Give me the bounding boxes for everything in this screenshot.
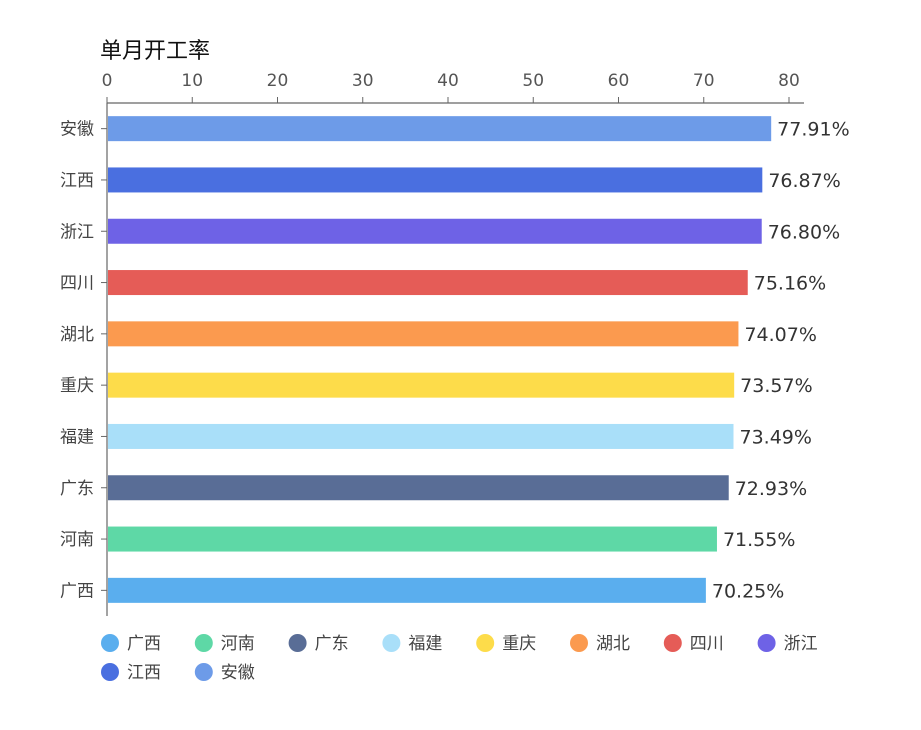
category-label: 四川 <box>60 274 94 294</box>
x-tick-label: 30 <box>352 71 374 91</box>
value-label: 73.49% <box>740 426 812 448</box>
chart-title: 单月开工率 <box>100 39 210 64</box>
legend-item[interactable]: 浙江 <box>757 634 818 654</box>
bar[interactable] <box>108 116 772 142</box>
value-label: 72.93% <box>735 478 807 500</box>
legend-item[interactable]: 河南 <box>194 634 255 654</box>
legend-label: 河南 <box>221 634 255 654</box>
category-label: 重庆 <box>60 376 94 396</box>
legend-item[interactable]: 江西 <box>101 663 161 683</box>
legend-label: 广西 <box>127 634 161 654</box>
value-label: 76.80% <box>768 221 840 243</box>
legend-marker <box>757 634 776 652</box>
legend-label: 湖北 <box>596 634 630 654</box>
value-labels: 77.91% 76.87% 76.80% 75.16% 74.07% 73.57% 73.4… <box>712 119 850 603</box>
value-label: 73.57% <box>740 375 812 397</box>
bar[interactable] <box>108 526 717 552</box>
value-label: 75.16% <box>754 273 826 295</box>
x-tick-label: 60 <box>608 71 630 91</box>
legend-marker <box>570 634 588 652</box>
legend-marker <box>476 634 495 652</box>
legend-label: 福建 <box>408 634 442 654</box>
value-label: 77.91% <box>777 119 849 141</box>
legend-marker <box>194 663 213 681</box>
legend-label: 广东 <box>315 634 349 654</box>
x-tick-label: 10 <box>181 71 203 91</box>
value-label: 70.25% <box>712 580 784 602</box>
legend-marker <box>101 663 119 681</box>
x-tick-label: 20 <box>267 71 289 91</box>
legend-item[interactable]: 安徽 <box>194 663 255 683</box>
legend-item[interactable]: 重庆 <box>476 634 536 654</box>
legend-label: 浙江 <box>784 634 818 654</box>
legend-label: 四川 <box>690 634 724 654</box>
category-label: 广西 <box>60 581 94 601</box>
category-label: 江西 <box>60 171 94 191</box>
category-label: 安徽 <box>60 120 94 140</box>
legend-marker <box>101 634 119 652</box>
x-tick-label: 40 <box>437 71 459 91</box>
legend-item[interactable]: 广西 <box>101 634 161 654</box>
bar[interactable] <box>108 218 762 244</box>
x-axis: 0 10 20 30 40 50 60 70 80 <box>102 71 804 104</box>
legend-marker <box>663 634 682 652</box>
legend-marker <box>382 634 401 652</box>
legend-item[interactable]: 广东 <box>288 634 349 654</box>
legend-marker <box>194 634 213 652</box>
bar[interactable] <box>108 167 763 193</box>
bar[interactable] <box>108 423 734 449</box>
bar[interactable] <box>108 270 748 296</box>
value-label: 74.07% <box>744 324 816 346</box>
category-label: 广东 <box>60 479 94 499</box>
legend-item[interactable]: 湖北 <box>570 634 630 654</box>
legend-item[interactable]: 福建 <box>382 634 442 654</box>
category-label: 浙江 <box>60 222 94 242</box>
category-label: 湖北 <box>60 325 94 345</box>
bar[interactable] <box>108 372 735 398</box>
value-label: 76.87% <box>768 170 840 192</box>
legend-label: 重庆 <box>502 634 536 654</box>
legend-item[interactable]: 四川 <box>663 634 724 654</box>
bars <box>108 116 772 603</box>
x-tick-label: 80 <box>778 71 800 91</box>
x-tick-label: 0 <box>102 71 113 91</box>
legend-label: 江西 <box>127 663 161 683</box>
bar[interactable] <box>108 475 729 501</box>
legend-label: 安徽 <box>221 663 255 683</box>
x-tick-label: 50 <box>522 71 544 91</box>
legend-marker <box>288 634 307 652</box>
category-label: 河南 <box>60 530 94 550</box>
x-tick-label: 70 <box>693 71 715 91</box>
bar[interactable] <box>108 321 739 347</box>
category-label: 福建 <box>60 427 94 447</box>
value-label: 71.55% <box>723 529 795 551</box>
bar[interactable] <box>108 577 706 603</box>
